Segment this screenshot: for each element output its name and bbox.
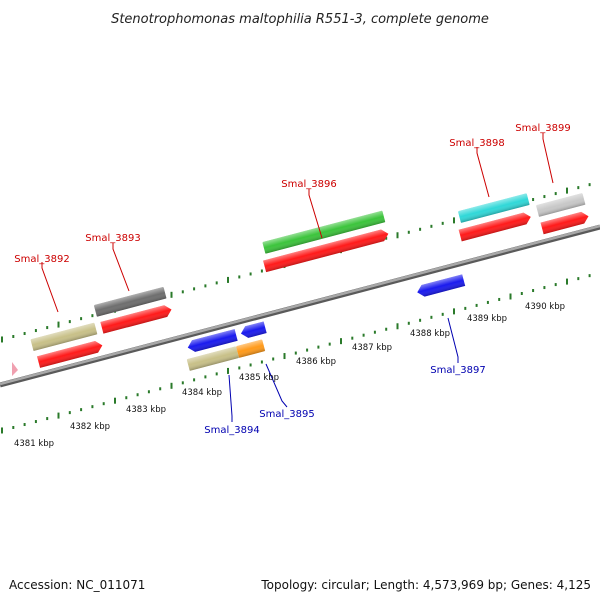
gene-label-smal-3893[interactable]: Smal_3893 (85, 233, 140, 244)
cds-arrow-smal-3892[interactable] (37, 340, 104, 368)
tick-label-4387: 4387 kbp (352, 343, 392, 353)
tick-label-4383: 4383 kbp (126, 405, 166, 415)
gene-label-smal-3894[interactable]: Smal_3894 (204, 425, 259, 436)
tick-label-4386: 4386 kbp (296, 357, 336, 367)
cds-arrow-smal-3894[interactable] (186, 329, 238, 353)
tick-label-4389: 4389 kbp (467, 314, 507, 324)
genome-backbone (0, 224, 600, 388)
gene-feature-smal-3893[interactable] (93, 286, 167, 317)
gene-feature-smal-3892[interactable] (30, 322, 98, 352)
position-marker (12, 362, 18, 376)
topology-text: Topology: circular; Length: 4,573,969 bp… (261, 578, 591, 592)
cds-arrow-smal-3899[interactable] (540, 210, 590, 235)
cds-arrow-smal-3895[interactable] (239, 321, 267, 339)
leader-lines-top (41, 133, 554, 313)
accession-text: Accession: NC_011071 (9, 578, 146, 592)
gene-label-smal-3899[interactable]: Smal_3899 (515, 123, 570, 134)
gene-feature-smal-3899[interactable] (535, 192, 586, 217)
gene-feature-smal-3894[interactable] (186, 346, 240, 371)
tick-label-4385: 4385 kbp (239, 373, 279, 383)
tick-label-4388: 4388 kbp (410, 329, 450, 339)
cds-arrow-smal-3898[interactable] (458, 211, 533, 242)
gene-label-smal-3892[interactable]: Smal_3892 (14, 254, 69, 265)
tick-label-4384: 4384 kbp (182, 388, 222, 398)
cds-arrow-smal-3896[interactable] (263, 228, 390, 273)
gene-feature-smal-3898[interactable] (457, 193, 530, 223)
tick-label-4382: 4382 kbp (70, 422, 110, 432)
leader-lines-bottom (228, 317, 459, 422)
map-title: Stenotrophomonas maltophilia R551-3, com… (111, 12, 489, 27)
gene-feature-smal-3896[interactable] (262, 210, 386, 254)
gene-label-smal-3896[interactable]: Smal_3896 (281, 179, 336, 190)
gene-label-smal-3895[interactable]: Smal_3895 (259, 409, 314, 420)
gene-feature-smal-3895[interactable] (236, 339, 266, 358)
gene-label-smal-3897[interactable]: Smal_3897 (430, 365, 485, 376)
tick-label-4390: 4390 kbp (525, 302, 565, 312)
cds-arrow-smal-3897[interactable] (416, 274, 466, 298)
lower-tick-row (1, 274, 591, 434)
gene-label-smal-3898[interactable]: Smal_3898 (449, 138, 504, 149)
cds-arrow-smal-3893[interactable] (100, 304, 173, 334)
tick-label-4381: 4381 kbp (14, 439, 54, 449)
